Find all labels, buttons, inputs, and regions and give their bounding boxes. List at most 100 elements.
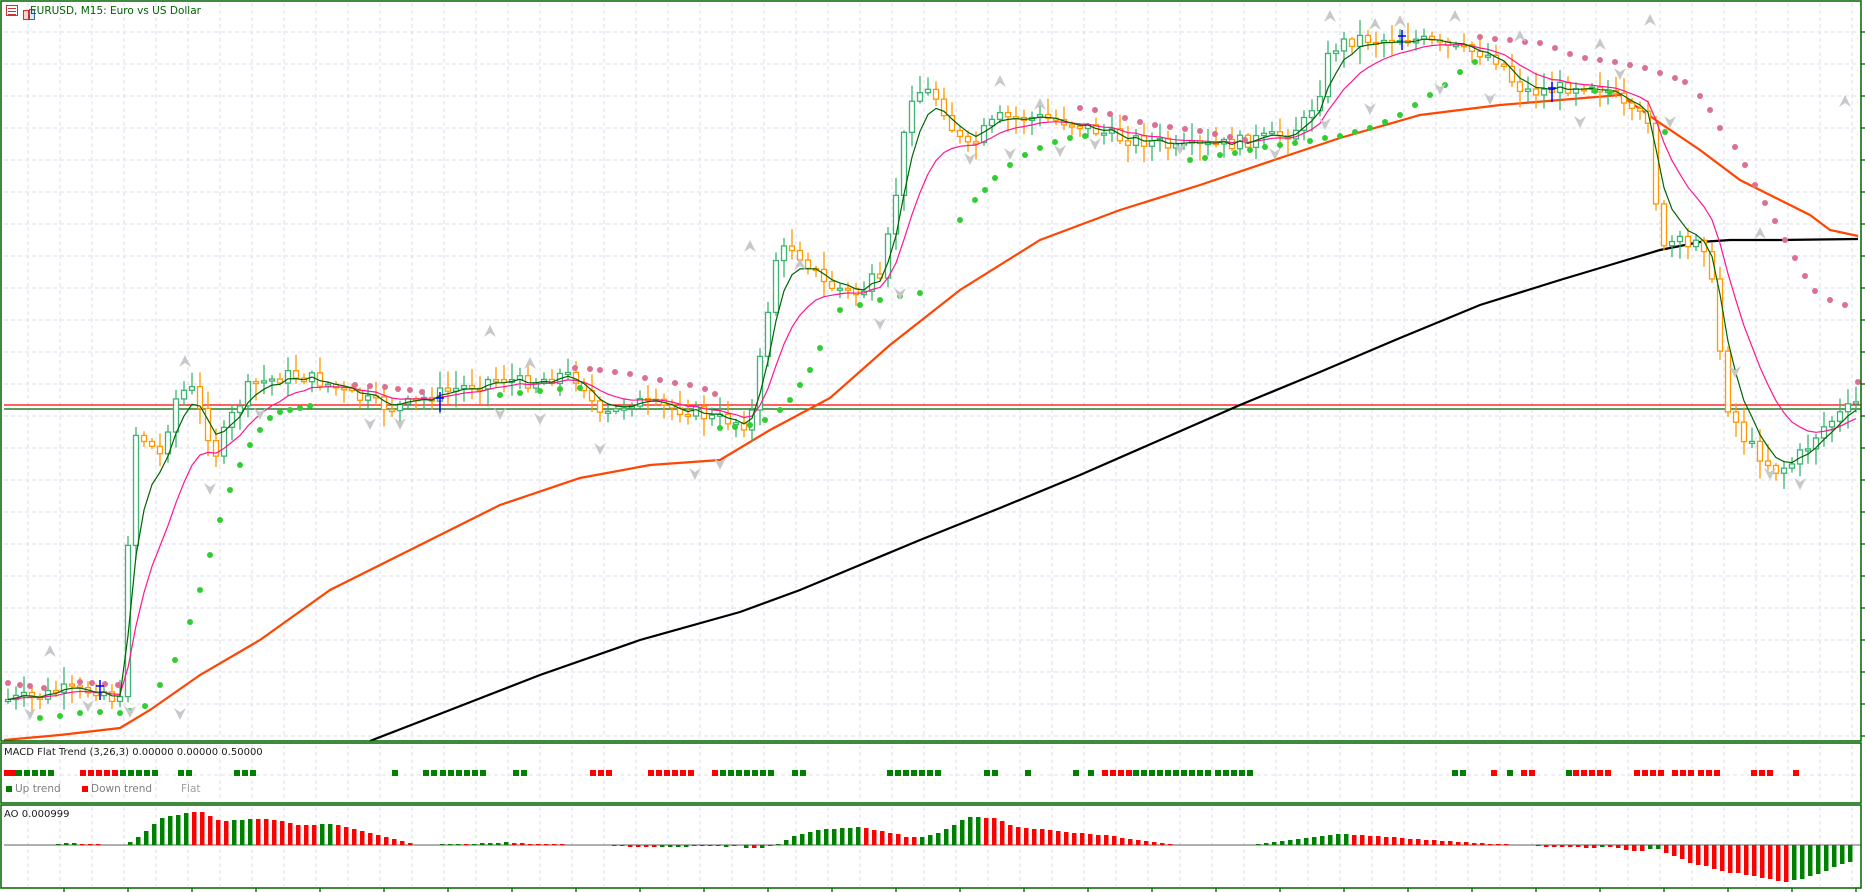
ao-bar xyxy=(1496,844,1501,845)
ao-bar xyxy=(1456,842,1461,845)
up-trend-square xyxy=(1073,770,1079,776)
candle-body xyxy=(1764,460,1772,467)
ao-bar xyxy=(192,812,197,845)
ao-bar xyxy=(1608,845,1613,847)
sar-dot-down xyxy=(1612,59,1618,65)
candle xyxy=(1196,135,1204,161)
down-trend-square xyxy=(80,770,86,776)
ao-bar xyxy=(1016,827,1021,845)
candle xyxy=(836,283,844,299)
up-trend-square xyxy=(440,770,446,776)
ao-bar xyxy=(976,817,981,845)
down-trend-square xyxy=(688,770,694,776)
candle xyxy=(284,357,292,397)
candle xyxy=(316,357,324,391)
sar-dot-up xyxy=(787,397,793,403)
ma-slow-line xyxy=(3,93,1859,742)
sar-dot-up xyxy=(857,302,863,308)
candle-body xyxy=(1836,411,1844,422)
ao-bar xyxy=(1784,845,1789,882)
sar-dot-down xyxy=(597,367,603,373)
fractal-up-arrow-icon xyxy=(1034,98,1046,110)
candle xyxy=(188,372,196,395)
candle xyxy=(988,115,996,133)
up-trend-square xyxy=(1189,770,1195,776)
fractal-up-arrow-icon xyxy=(1644,14,1656,26)
ao-bar xyxy=(1072,833,1077,845)
candle-body xyxy=(364,395,372,401)
candle xyxy=(1060,106,1068,131)
ao-bar xyxy=(368,833,373,845)
ao-bar xyxy=(392,839,397,845)
ao-bar xyxy=(1312,837,1317,845)
sar-dot-up xyxy=(1307,138,1313,144)
up-trend-square xyxy=(736,770,742,776)
candle xyxy=(1668,235,1676,258)
ao-bar xyxy=(216,820,221,845)
candle xyxy=(1692,234,1700,251)
candle-body xyxy=(852,287,860,296)
candle xyxy=(892,178,900,250)
sar-dot-up xyxy=(517,390,523,396)
candle xyxy=(940,87,948,120)
sar-dot-up xyxy=(257,427,263,433)
sar-dot-down xyxy=(1492,36,1498,42)
up-trend-square xyxy=(16,770,22,776)
candle-body xyxy=(740,422,748,431)
candle xyxy=(1284,129,1292,156)
sar-dot-down xyxy=(1107,111,1113,117)
candle-body xyxy=(1652,122,1660,205)
ao-bar xyxy=(1632,845,1637,851)
sar-dot-up xyxy=(1217,152,1223,158)
sar-dot-up xyxy=(77,710,83,716)
sar-dot-down xyxy=(1827,297,1833,303)
up-trend-square xyxy=(472,770,478,776)
sar-dot-down xyxy=(1152,122,1158,128)
up-trend-square xyxy=(919,770,925,776)
candle-body xyxy=(172,398,180,433)
template-icon[interactable] xyxy=(23,5,35,20)
sar-dot-down xyxy=(1717,125,1723,131)
ao-bar xyxy=(480,843,485,845)
sar-dot-up xyxy=(1247,147,1253,153)
candle xyxy=(772,252,780,316)
candle xyxy=(1052,109,1060,126)
ao-bar xyxy=(400,841,405,845)
sar-dot-up xyxy=(1352,129,1358,135)
fractal-up-arrow-icon xyxy=(1514,30,1526,42)
ao-bar xyxy=(1648,845,1653,849)
sar-dot-down xyxy=(1122,115,1128,121)
ao-bar xyxy=(708,845,713,846)
ao-bar xyxy=(1168,844,1173,845)
up-trend-square xyxy=(752,770,758,776)
ao-bar xyxy=(1064,832,1069,845)
sar-dot-up xyxy=(762,417,768,423)
up-trend-square xyxy=(1088,770,1094,776)
down-trend-square xyxy=(1110,770,1116,776)
ao-bar xyxy=(920,837,925,845)
candle xyxy=(1572,82,1580,106)
candle xyxy=(1740,407,1748,455)
down-trend-square xyxy=(1605,770,1611,776)
candle-body xyxy=(380,396,388,411)
ao-bar xyxy=(1576,845,1581,847)
order-list-icon[interactable] xyxy=(6,5,18,16)
up-trend-square xyxy=(431,770,437,776)
ao-bar xyxy=(1552,845,1557,847)
candle xyxy=(1428,31,1436,45)
candle xyxy=(1564,76,1572,97)
candle xyxy=(1124,126,1132,163)
ao-bar xyxy=(96,844,101,845)
candle-body xyxy=(492,378,500,383)
candle xyxy=(660,393,668,419)
candle-body xyxy=(1828,420,1836,428)
ao-bar xyxy=(552,844,557,845)
sar-dot-up xyxy=(1007,162,1013,168)
candle-body xyxy=(132,434,140,547)
fractal-up-arrow-icon xyxy=(744,240,756,252)
fractal-down-arrow-icon xyxy=(1764,468,1776,480)
candle-body xyxy=(284,370,292,384)
sar-dot-up xyxy=(37,715,43,721)
